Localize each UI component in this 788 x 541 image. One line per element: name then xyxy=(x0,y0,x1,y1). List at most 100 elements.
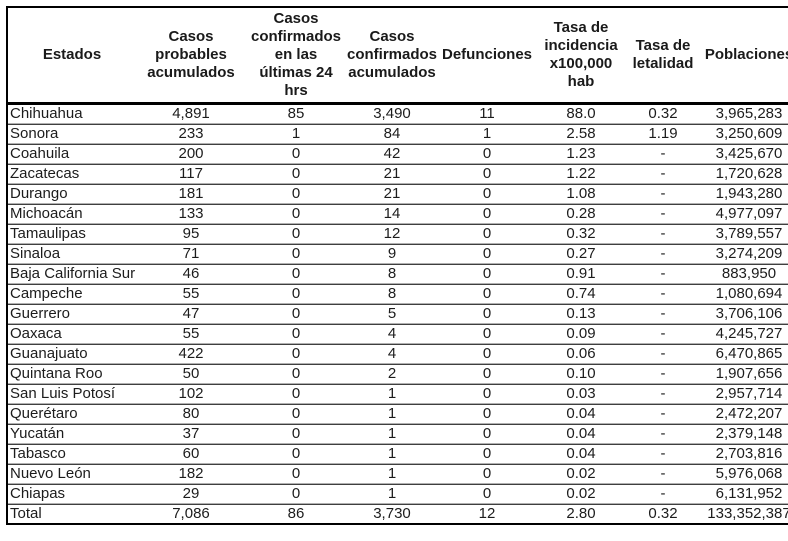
column-header-defunciones: Defunciones xyxy=(438,8,536,105)
cell-casos-probables-acumulados: 46 xyxy=(136,264,246,284)
table-row: Nuevo León 182 0 1 0 0.02-5,976,068 xyxy=(8,464,788,484)
cell-defunciones: 0 xyxy=(438,424,536,444)
cell-defunciones: 0 xyxy=(438,284,536,304)
cell-casos-confirmados-24hrs: 0 xyxy=(246,144,346,164)
cell-casos-probables-acumulados: 102 xyxy=(136,384,246,404)
cell-casos-probables-acumulados: 71 xyxy=(136,244,246,264)
column-header-tasa-letalidad: Tasa de letalidad xyxy=(626,8,700,105)
cell-casos-confirmados-acumulados: 42 xyxy=(346,144,438,164)
table-row: Tabasco 60 0 1 0 0.04-2,703,816 xyxy=(8,444,788,464)
table-row: Quintana Roo 50 0 2 0 0.10-1,907,656 xyxy=(8,364,788,384)
cell-defunciones: 0 xyxy=(438,364,536,384)
cell-defunciones: 12 xyxy=(438,504,536,523)
cell-poblaciones: 133,352,387 xyxy=(700,504,788,523)
cell-tasa-incidencia: 2.58 xyxy=(536,124,626,144)
cell-casos-confirmados-acumulados: 1 xyxy=(346,424,438,444)
cell-estados: Baja California Sur xyxy=(8,264,136,284)
cell-casos-confirmados-acumulados: 4 xyxy=(346,324,438,344)
cell-casos-probables-acumulados: 29 xyxy=(136,484,246,504)
cell-defunciones: 11 xyxy=(438,105,536,124)
cell-poblaciones: 5,976,068 xyxy=(700,464,788,484)
cell-casos-confirmados-24hrs: 0 xyxy=(246,444,346,464)
table-row: Guerrero 47 0 5 0 0.13-3,706,106 xyxy=(8,304,788,324)
cell-estados: Yucatán xyxy=(8,424,136,444)
cell-casos-probables-acumulados: 182 xyxy=(136,464,246,484)
cell-tasa-incidencia: 1.22 xyxy=(536,164,626,184)
cell-tasa-incidencia: 0.28 xyxy=(536,204,626,224)
table-row: Oaxaca 55 0 4 0 0.09-4,245,727 xyxy=(8,324,788,344)
cell-tasa-incidencia: 0.02 xyxy=(536,464,626,484)
cell-defunciones: 0 xyxy=(438,384,536,404)
column-header-casos-confirmados-acumulados: Casos confirmados acumulados xyxy=(346,8,438,105)
cell-defunciones: 0 xyxy=(438,404,536,424)
table-row: San Luis Potosí 102 0 1 0 0.03-2,957,714 xyxy=(8,384,788,404)
cell-casos-probables-acumulados: 95 xyxy=(136,224,246,244)
cell-casos-confirmados-acumulados: 1 xyxy=(346,384,438,404)
cell-defunciones: 0 xyxy=(438,484,536,504)
cell-poblaciones: 2,472,207 xyxy=(700,404,788,424)
cell-poblaciones: 3,250,609 xyxy=(700,124,788,144)
cell-estados: Durango xyxy=(8,184,136,204)
table-row: Guanajuato 422 0 4 0 0.06-6,470,865 xyxy=(8,344,788,364)
cell-casos-confirmados-acumulados: 9 xyxy=(346,244,438,264)
cell-tasa-letalidad: - xyxy=(626,464,700,484)
cell-tasa-letalidad: - xyxy=(626,384,700,404)
cell-casos-probables-acumulados: 133 xyxy=(136,204,246,224)
cell-tasa-incidencia: 0.74 xyxy=(536,284,626,304)
table-row: Michoacán 133 0 14 0 0.28-4,977,097 xyxy=(8,204,788,224)
table-row: Durango 181 0 21 0 1.08-1,943,280 xyxy=(8,184,788,204)
cell-poblaciones: 3,274,209 xyxy=(700,244,788,264)
cell-estados: Total xyxy=(8,504,136,523)
cell-tasa-incidencia: 1.23 xyxy=(536,144,626,164)
cell-estados: Tabasco xyxy=(8,444,136,464)
cell-casos-probables-acumulados: 4,891 xyxy=(136,105,246,124)
cell-tasa-letalidad: - xyxy=(626,144,700,164)
cell-casos-confirmados-24hrs: 0 xyxy=(246,264,346,284)
cell-tasa-incidencia: 2.80 xyxy=(536,504,626,523)
cell-casos-confirmados-acumulados: 2 xyxy=(346,364,438,384)
table-row: Querétaro 80 0 1 0 0.04-2,472,207 xyxy=(8,404,788,424)
cell-tasa-letalidad: - xyxy=(626,484,700,504)
cell-casos-confirmados-acumulados: 21 xyxy=(346,184,438,204)
cell-casos-probables-acumulados: 60 xyxy=(136,444,246,464)
cell-tasa-letalidad: - xyxy=(626,224,700,244)
cell-casos-probables-acumulados: 37 xyxy=(136,424,246,444)
cell-estados: Chiapas xyxy=(8,484,136,504)
cell-casos-confirmados-24hrs: 0 xyxy=(246,284,346,304)
cell-casos-probables-acumulados: 200 xyxy=(136,144,246,164)
column-header-poblaciones: Poblaciones xyxy=(700,8,788,105)
cell-casos-confirmados-acumulados: 1 xyxy=(346,464,438,484)
cell-defunciones: 0 xyxy=(438,464,536,484)
cell-poblaciones: 1,943,280 xyxy=(700,184,788,204)
cell-casos-confirmados-24hrs: 0 xyxy=(246,484,346,504)
cell-tasa-letalidad: - xyxy=(626,404,700,424)
table-row: Yucatán 37 0 1 0 0.04-2,379,148 xyxy=(8,424,788,444)
cell-estados: Nuevo León xyxy=(8,464,136,484)
cell-defunciones: 0 xyxy=(438,324,536,344)
table-row: Baja California Sur 46 0 8 0 0.91-883,950 xyxy=(8,264,788,284)
cell-casos-confirmados-24hrs: 0 xyxy=(246,224,346,244)
cell-casos-probables-acumulados: 55 xyxy=(136,324,246,344)
cell-casos-confirmados-acumulados: 1 xyxy=(346,444,438,464)
cell-estados: Tamaulipas xyxy=(8,224,136,244)
table-row: Sonora 233 1 84 1 2.58 1.19 3,250,609 xyxy=(8,124,788,144)
cell-estados: Chihuahua xyxy=(8,105,136,124)
table-row: Sinaloa 71 0 9 0 0.27-3,274,209 xyxy=(8,244,788,264)
cell-defunciones: 0 xyxy=(438,144,536,164)
cell-defunciones: 0 xyxy=(438,224,536,244)
cell-poblaciones: 2,379,148 xyxy=(700,424,788,444)
cell-casos-probables-acumulados: 47 xyxy=(136,304,246,324)
cell-casos-confirmados-24hrs: 0 xyxy=(246,304,346,324)
cell-tasa-incidencia: 1.08 xyxy=(536,184,626,204)
cell-casos-confirmados-24hrs: 0 xyxy=(246,364,346,384)
table-row: Chiapas 29 0 1 0 0.02-6,131,952 xyxy=(8,484,788,504)
cell-casos-confirmados-acumulados: 3,730 xyxy=(346,504,438,523)
cell-estados: Zacatecas xyxy=(8,164,136,184)
cell-tasa-incidencia: 0.91 xyxy=(536,264,626,284)
cell-tasa-letalidad: 0.32 xyxy=(626,105,700,124)
column-header-casos-probables-acumulados: Casos probables acumulados xyxy=(136,8,246,105)
cell-casos-confirmados-acumulados: 14 xyxy=(346,204,438,224)
cell-defunciones: 0 xyxy=(438,264,536,284)
cell-tasa-incidencia: 0.09 xyxy=(536,324,626,344)
cell-casos-confirmados-24hrs: 0 xyxy=(246,324,346,344)
